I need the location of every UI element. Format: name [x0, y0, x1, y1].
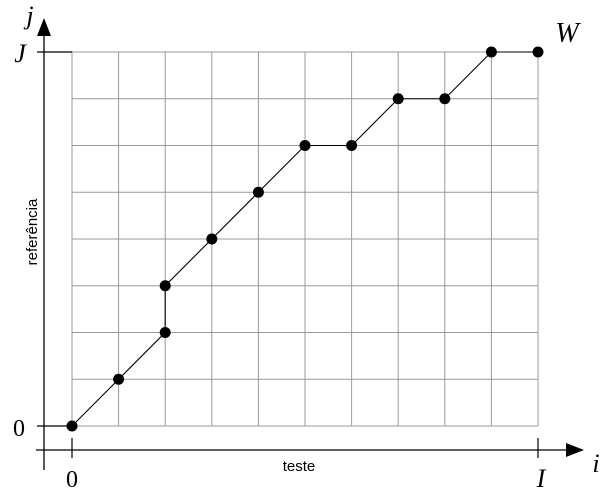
warping-path-line: [71, 51, 538, 427]
y-axis-symbol: j: [23, 1, 33, 30]
warping-path-point: [532, 46, 544, 58]
x-axis-arrow: [566, 443, 584, 457]
x-axis-label: teste: [283, 458, 316, 475]
warping-path-point: [439, 93, 451, 105]
y-axis-label: referência: [24, 198, 41, 265]
warping-path-point: [252, 186, 264, 198]
grid: [71, 51, 539, 427]
x-tick-label-start: 0: [66, 467, 78, 492]
warping-path-point: [66, 420, 78, 432]
labels: j i J 0 0 I W teste referência: [13, 1, 600, 492]
x-tick-label-end: I: [536, 464, 547, 492]
axes: [36, 18, 584, 470]
warping-path-point: [485, 46, 497, 58]
x-axis-symbol: i: [592, 449, 599, 478]
warping-path-point: [159, 327, 171, 338]
y-axis-arrow: [37, 18, 51, 36]
warping-path-point: [159, 280, 171, 292]
warping-path: [66, 46, 544, 432]
warping-path-point: [206, 233, 218, 245]
y-tick-label-end: J: [14, 39, 27, 68]
warping-path-point: [299, 140, 311, 151]
warping-path-point: [346, 140, 358, 151]
y-tick-label-start: 0: [13, 416, 25, 442]
warping-path-point: [113, 373, 125, 385]
warping-path-point: [392, 93, 404, 105]
path-label: W: [555, 18, 581, 49]
